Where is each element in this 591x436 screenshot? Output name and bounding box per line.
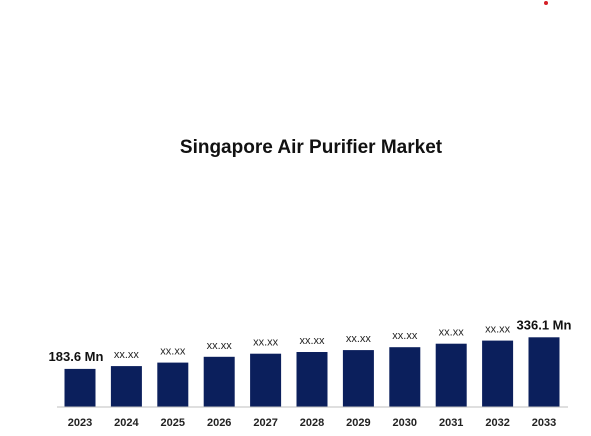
bar-2027: [250, 353, 282, 407]
data-label-2031: xx.xx: [439, 327, 465, 339]
x-tick-label-2029: 2029: [346, 417, 370, 429]
bar-2032: [482, 340, 514, 407]
data-label-2033: 336.1 Mn: [517, 317, 572, 332]
x-tick-label-2025: 2025: [161, 417, 185, 429]
corner-dot: [544, 1, 548, 5]
x-tick-label-2024: 2024: [114, 417, 139, 429]
x-tick-label-2026: 2026: [207, 417, 231, 429]
x-tick-labels-group: 2023 2024 2025 2026 2027 2028 2029 2030 2031 2032…: [68, 417, 556, 429]
x-tick-label-2031: 2031: [439, 417, 463, 429]
bar-2029: [342, 350, 374, 407]
bar-2024: [110, 366, 142, 407]
bar-2031: [435, 343, 467, 407]
bar-2023: [64, 368, 96, 407]
data-label-2025: xx.xx: [160, 346, 186, 358]
data-label-2028: xx.xx: [299, 335, 325, 347]
data-label-2026: xx.xx: [207, 340, 233, 352]
x-tick-label-2023: 2023: [68, 417, 92, 429]
data-label-2029: xx.xx: [346, 333, 372, 345]
data-label-2023: 183.6 Mn: [49, 349, 104, 364]
x-tick-label-2028: 2028: [300, 417, 324, 429]
bar-2028: [296, 352, 328, 407]
x-tick-label-2033: 2033: [532, 417, 556, 429]
x-tick-label-2027: 2027: [253, 417, 277, 429]
bar-2033: [528, 337, 560, 407]
chart-title: Singapore Air Purifier Market: [180, 137, 443, 158]
bar-2025: [157, 362, 189, 407]
data-labels-group: 183.6 Mn xx.xx xx.xx xx.xx xx.xx xx.xx xx.xx xx…: [49, 317, 572, 364]
data-label-2032: xx.xx: [485, 324, 511, 336]
data-label-2024: xx.xx: [114, 349, 140, 361]
x-tick-label-2032: 2032: [485, 417, 509, 429]
bar-2030: [389, 347, 421, 407]
data-label-2027: xx.xx: [253, 337, 279, 349]
x-tick-label-2030: 2030: [393, 417, 417, 429]
bars-group: [64, 337, 560, 407]
bar-2026: [203, 356, 235, 407]
data-label-2030: xx.xx: [392, 330, 418, 342]
